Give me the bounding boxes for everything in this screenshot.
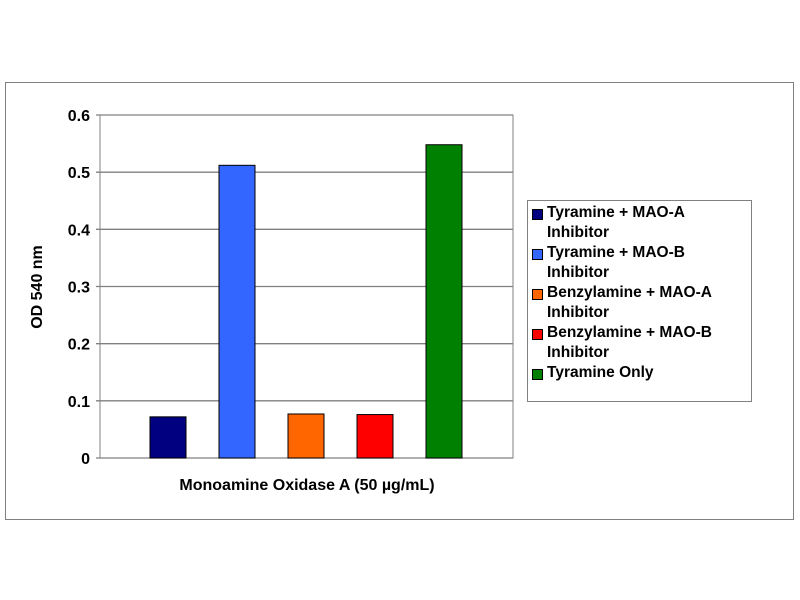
y-tick-label: 0.6 xyxy=(68,108,90,125)
legend-item: Tyramine + MAO-B Inhibitor xyxy=(532,243,747,283)
legend-swatch xyxy=(532,329,543,340)
legend: Tyramine + MAO-A Inhibitor Tyramine + MAO… xyxy=(527,200,752,402)
bar xyxy=(287,413,325,459)
legend-label: Benzylamine + MAO-A Inhibitor xyxy=(547,284,712,321)
y-tick-label: 0 xyxy=(81,451,90,468)
legend-label: Tyramine + MAO-A Inhibitor xyxy=(547,204,685,241)
x-axis-label: Monoamine Oxidase A (50 µg/mL) xyxy=(179,477,434,494)
chart-frame xyxy=(5,82,794,520)
bar xyxy=(425,144,463,459)
legend-item: Tyramine + MAO-A Inhibitor xyxy=(532,203,747,243)
legend-swatch xyxy=(532,249,543,260)
legend-label: Benzylamine + MAO-B Inhibitor xyxy=(547,324,712,361)
y-tick-label: 0.5 xyxy=(68,165,90,182)
bar xyxy=(356,414,394,459)
y-tick-label: 0.3 xyxy=(68,280,90,297)
legend-item: Benzylamine + MAO-B Inhibitor xyxy=(532,323,747,363)
legend-item: Benzylamine + MAO-A Inhibitor xyxy=(532,283,747,323)
legend-label: Tyramine + MAO-B Inhibitor xyxy=(547,244,685,281)
y-tick-label: 0.1 xyxy=(68,394,90,411)
legend-swatch xyxy=(532,369,543,380)
legend-label: Tyramine Only xyxy=(547,364,654,381)
y-axis-label: OD 540 nm xyxy=(29,245,46,329)
bar xyxy=(149,416,187,459)
legend-item: Tyramine Only xyxy=(532,363,747,383)
legend-swatch xyxy=(532,289,543,300)
y-tick-label: 0.4 xyxy=(68,222,90,239)
y-tick-label: 0.2 xyxy=(68,337,90,354)
bar xyxy=(218,164,256,459)
legend-swatch xyxy=(532,209,543,220)
